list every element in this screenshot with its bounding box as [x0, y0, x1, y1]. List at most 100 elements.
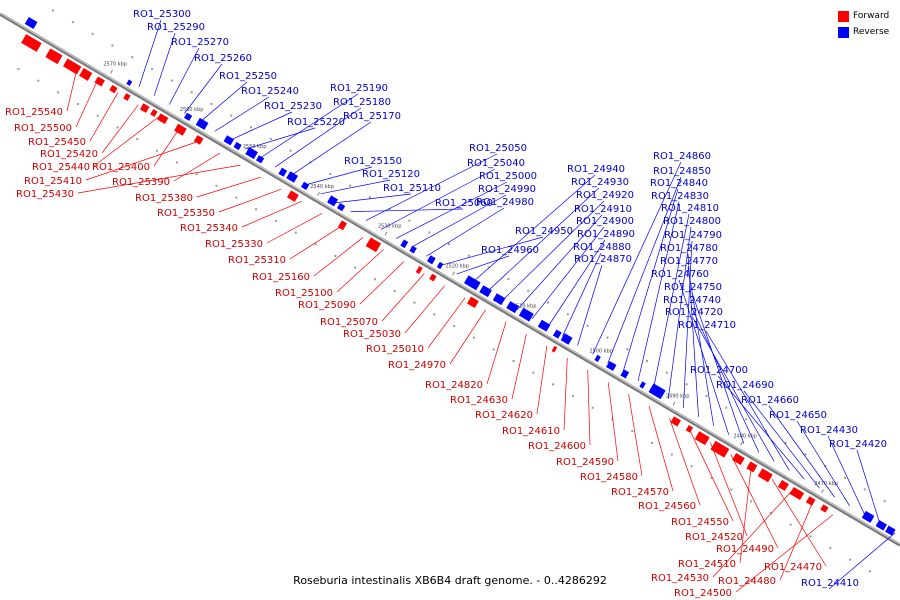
- forward-gene-label: RO1_24570: [611, 487, 669, 498]
- reverse-gene-label: RO1_24790: [664, 230, 722, 241]
- scale-tick-label: 2540 kbp: [310, 184, 334, 190]
- reverse-gene: [300, 181, 310, 191]
- scale-tick-label: 2560 kbp: [180, 107, 204, 113]
- reverse-gene-connector: [796, 420, 851, 507]
- forward-gene-label: RO1_24470: [764, 562, 822, 573]
- reverse-gene-connector: [607, 176, 682, 364]
- forward-gene-label: RO1_24500: [674, 588, 732, 599]
- reverse-gene-label: RO1_25270: [171, 37, 229, 48]
- reverse-gene-label: RO1_24660: [741, 395, 799, 406]
- forward-gene-label: RO1_24480: [718, 576, 776, 587]
- forward-gene-connector: [89, 92, 119, 142]
- track-dot-0: [571, 395, 574, 398]
- reverse-gene-connector: [531, 226, 605, 319]
- forward-gene-label: RO1_24600: [528, 441, 586, 452]
- track-dot-1: [665, 371, 668, 374]
- reverse-gene-connector: [637, 201, 680, 382]
- track-dot-0: [274, 219, 277, 222]
- reverse-gene-connector: [743, 390, 820, 489]
- reverse-gene-connector: [592, 161, 682, 355]
- forward-gene-connector: [75, 80, 98, 128]
- reverse-gene: [436, 261, 444, 270]
- reverse-gene: [552, 329, 562, 339]
- reverse-gene-label: RO1_24420: [829, 439, 887, 450]
- reverse-gene-label: RO1_25290: [147, 22, 205, 33]
- legend-reverse: Reverse: [838, 24, 889, 40]
- forward-gene: [94, 76, 105, 87]
- reverse-gene-connector: [168, 47, 200, 105]
- genome-backbone: [0, 12, 900, 547]
- forward-gene-label: RO1_25540: [5, 107, 63, 118]
- reverse-gene: [620, 369, 630, 379]
- forward-gene: [415, 265, 423, 275]
- forward-gene: [109, 84, 118, 94]
- track-dot-0: [829, 546, 832, 549]
- forward-gene: [150, 109, 158, 117]
- reverse-gene-connector: [768, 405, 835, 498]
- reverse-gene-label: RO1_25250: [219, 71, 277, 82]
- track-dot-1: [408, 219, 411, 222]
- forward-gene-connector: [735, 514, 834, 593]
- reverse-gene-connector: [717, 375, 805, 480]
- forward-gene-connector: [93, 116, 159, 167]
- reverse-gene-label: RO1_25240: [241, 86, 299, 97]
- reverse-gene: [245, 147, 258, 160]
- reverse-gene-connector: [426, 207, 505, 257]
- reverse-gene: [518, 307, 534, 322]
- reverse-gene-label: RO1_25170: [343, 111, 401, 122]
- forward-gene: [123, 93, 131, 101]
- reverse-gene: [648, 383, 666, 400]
- reverse-gene-label: RO1_24860: [653, 151, 711, 162]
- reverse-gene-connector: [856, 449, 881, 524]
- track-dot-1: [547, 301, 550, 304]
- forward-gene-connector: [779, 502, 813, 581]
- forward-gene-label: RO1_25500: [14, 123, 72, 134]
- track-dot-0: [17, 68, 20, 71]
- forward-gene: [286, 190, 299, 202]
- reverse-gene-connector: [153, 32, 176, 96]
- track-dot-1: [448, 243, 451, 246]
- forward-gene-label: RO1_24620: [475, 410, 533, 421]
- forward-gene-label: RO1_25430: [16, 189, 74, 200]
- forward-gene-label: RO1_25160: [252, 272, 310, 283]
- reverse-gene-connector: [320, 179, 391, 195]
- scale-tick-label: 2470 kbp: [814, 481, 838, 487]
- forward-gene: [365, 237, 382, 253]
- reverse-gene-label: RO1_24950: [515, 226, 573, 237]
- forward-gene: [157, 113, 169, 125]
- forward-gene-connector: [66, 68, 78, 112]
- forward-gene-connector: [173, 152, 221, 182]
- track-dot-0: [116, 126, 119, 129]
- forward-gene: [551, 345, 558, 353]
- scale-tick: [672, 401, 676, 406]
- reverse-gene-label: RO1_24720: [665, 307, 723, 318]
- forward-gene-connector: [771, 478, 827, 567]
- reverse-gene: [336, 202, 346, 212]
- reverse-gene-label: RO1_25190: [330, 83, 388, 94]
- reverse-gene-connector: [547, 239, 606, 328]
- track-dot-0: [37, 79, 40, 82]
- reverse-swatch: [838, 26, 849, 38]
- forward-gene-label: RO1_24610: [502, 426, 560, 437]
- reverse-gene-connector: [214, 96, 270, 132]
- forward-gene-label: RO1_25450: [28, 137, 86, 148]
- reverse-gene-connector: [290, 121, 372, 177]
- reverse-gene-label: RO1_25220: [287, 117, 345, 128]
- forward-gene-connector: [710, 442, 748, 537]
- track-dot-0: [255, 208, 258, 211]
- reverse-gene: [639, 381, 646, 389]
- track-dot-1: [190, 91, 193, 94]
- legend-forward-label: Forward: [853, 11, 890, 21]
- reverse-gene: [24, 17, 38, 29]
- forward-gene-connector: [511, 333, 527, 400]
- forward-gene: [45, 48, 63, 65]
- forward-gene: [670, 416, 681, 427]
- scale-tick-label: 2520 kbp: [445, 263, 469, 269]
- reverse-gene: [560, 333, 573, 345]
- forward-gene-connector: [381, 273, 425, 322]
- forward-gene-label: RO1_24560: [638, 501, 696, 512]
- reverse-gene-label: RO1_24910: [574, 204, 632, 215]
- reverse-gene-label: RO1_24770: [660, 256, 718, 267]
- forward-gene: [694, 431, 710, 446]
- track-dot-1: [507, 278, 510, 281]
